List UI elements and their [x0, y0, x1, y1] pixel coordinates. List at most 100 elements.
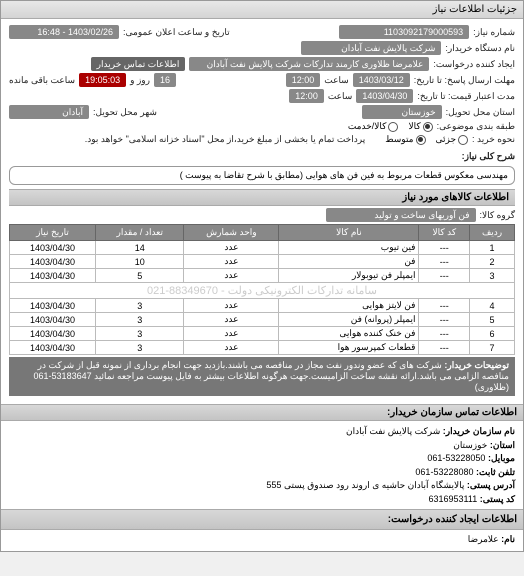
req-creator-header: اطلاعات ایجاد کننده درخواست:	[1, 509, 523, 530]
type-label: نحوه خرید :	[472, 134, 515, 145]
radio-icon	[423, 122, 433, 132]
creator-label: ایجاد کننده درخواست:	[433, 59, 515, 70]
table-cell: 6	[470, 327, 515, 341]
window-title: جزئیات اطلاعات نیاز	[1, 1, 523, 19]
details-window: جزئیات اطلاعات نیاز شماره نیاز: 11030921…	[0, 0, 524, 552]
form-body: شماره نیاز: 1103092179000593 تاریخ و ساع…	[1, 19, 523, 400]
post-label: کد پستی:	[480, 494, 515, 504]
table-cell: ایمپلر (پروانه) فن	[279, 313, 419, 327]
device-label: نام دستگاه خریدار:	[445, 43, 515, 54]
name-value: علامرضا	[468, 534, 499, 544]
req-no-value: 1103092179000593	[339, 25, 469, 39]
table-cell: ---	[419, 241, 470, 255]
validity-label: مدت اعتبار قیمت: تا تاریخ:	[417, 91, 515, 102]
table-cell: 3	[96, 341, 184, 355]
type-all-label: جزئی	[436, 134, 457, 145]
table-cell: قطعات کمپرسور هوا	[279, 341, 419, 355]
table-cell: فین تیوب	[279, 241, 419, 255]
table-cell: 1403/04/30	[10, 341, 96, 355]
pub-date-value: 1403/02/26 - 16:48	[9, 25, 119, 39]
table-cell: ---	[419, 269, 470, 283]
table-cell: عدد	[184, 269, 279, 283]
table-cell: ---	[419, 313, 470, 327]
table-cell: فن خنک کننده هوایی	[279, 327, 419, 341]
table-cell: 2	[470, 255, 515, 269]
cat-goods-option[interactable]: کالا	[408, 121, 432, 132]
table-row: 4---فن لایتز هواییعدد31403/04/30	[10, 299, 515, 313]
addr-label: آدرس پستی:	[467, 480, 515, 490]
buyer-notes: توضیحات خریدار: شرکت های که عضو وندور نف…	[9, 357, 515, 396]
deadline-resp-date: 1403/03/12	[353, 73, 410, 87]
name-label: نام:	[501, 534, 515, 544]
table-header: ردیف	[470, 225, 515, 241]
table-cell: عدد	[184, 299, 279, 313]
contact-button[interactable]: اطلاعات تماس خریدار	[91, 57, 186, 71]
contact-section-header: اطلاعات تماس سازمان خریدار:	[1, 404, 523, 421]
goods-table: ردیفکد کالانام کالاواحد شمارشتعداد / مقد…	[9, 224, 515, 355]
table-cell: عدد	[184, 255, 279, 269]
post-value: 6316953111	[429, 494, 478, 504]
table-row: 2---فنعدد101403/04/30	[10, 255, 515, 269]
table-cell: 1403/04/30	[10, 241, 96, 255]
notes-label: توضیحات خریدار:	[444, 360, 509, 370]
pay-desc: پرداخت تمام یا بخشی از مبلغ خرید،از محل …	[85, 134, 365, 145]
phone-label: تلفن ثابت:	[476, 467, 515, 477]
validity-date: 1403/04/30	[356, 89, 413, 103]
req-no-label: شماره نیاز:	[473, 27, 515, 38]
table-row: 5---ایمپلر (پروانه) فنعدد31403/04/30	[10, 313, 515, 327]
remain-days-label: روز و	[130, 75, 150, 86]
table-cell: 3	[470, 269, 515, 283]
table-cell: 14	[96, 241, 184, 255]
remain-time: 19:05:03	[79, 73, 126, 87]
table-cell: 7	[470, 341, 515, 355]
radio-icon	[388, 122, 398, 132]
radio-icon	[458, 135, 468, 145]
type-all-option[interactable]: جزئی	[436, 134, 469, 145]
table-header: واحد شمارش	[184, 225, 279, 241]
device-value: شرکت پالایش نفت آبادان	[301, 41, 441, 55]
addr-value: پالایشگاه آبادان حاشیه ی اروند رود صندوق…	[266, 480, 464, 490]
city-label: شهر محل تحویل:	[93, 107, 157, 118]
province-value: خوزستان	[362, 105, 442, 119]
cat-radio-group: کالا کالا/خدمت	[348, 121, 433, 132]
radio-icon	[416, 135, 426, 145]
table-header: کد کالا	[419, 225, 470, 241]
phone-value: 53228080-061	[415, 467, 473, 477]
desc-text: مهندسی معکوس قطعات مربوط به فین فن های ه…	[9, 166, 515, 185]
table-cell: 1403/04/30	[10, 313, 96, 327]
table-cell: 4	[470, 299, 515, 313]
cat-service-label: کالا/خدمت	[348, 121, 387, 132]
notes-text: شرکت های که عضو وندور نفت مجاز در منافصه…	[34, 360, 509, 392]
table-row: 3---ایمپلر فن تیوبولارعدد51403/04/30	[10, 269, 515, 283]
table-header: تعداد / مقدار	[96, 225, 184, 241]
pub-date-label: تاریخ و ساعت اعلان عمومی:	[123, 27, 230, 38]
table-cell: 1	[470, 241, 515, 255]
validity-time: 12:00	[289, 89, 324, 103]
table-cell: عدد	[184, 241, 279, 255]
type-mid-label: متوسط	[385, 134, 413, 145]
cat-service-option[interactable]: کالا/خدمت	[348, 121, 399, 132]
table-cell: 5	[470, 313, 515, 327]
type-mid-option[interactable]: متوسط	[385, 134, 425, 145]
table-cell: 1403/04/30	[10, 327, 96, 341]
table-row: 7---قطعات کمپرسور هواعدد31403/04/30	[10, 341, 515, 355]
table-cell: عدد	[184, 327, 279, 341]
org-value: شرکت پالایش نفت آبادان	[346, 426, 440, 436]
table-cell: ---	[419, 327, 470, 341]
goods-section-header: اطلاعات کالاهای مورد نیاز	[9, 189, 515, 206]
watermark-text: سامانه تدارکات الکترونیکی دولت - 8834967…	[10, 283, 515, 299]
mobile-value: 53228050-061	[427, 453, 485, 463]
deadline-resp-label: مهلت ارسال پاسخ: تا تاریخ:	[414, 75, 515, 86]
table-cell: 1403/04/30	[10, 299, 96, 313]
prov-value: خوزستان	[453, 440, 487, 450]
remain-suffix: ساعت باقی مانده	[9, 75, 75, 86]
table-cell: 3	[96, 299, 184, 313]
table-cell: ---	[419, 255, 470, 269]
table-cell: ---	[419, 341, 470, 355]
table-cell: ایمپلر فن تیوبولار	[279, 269, 419, 283]
table-cell: ---	[419, 299, 470, 313]
table-cell: 10	[96, 255, 184, 269]
table-cell: فن	[279, 255, 419, 269]
table-cell: 1403/04/30	[10, 255, 96, 269]
org-label: نام سازمان خریدار:	[443, 426, 515, 436]
